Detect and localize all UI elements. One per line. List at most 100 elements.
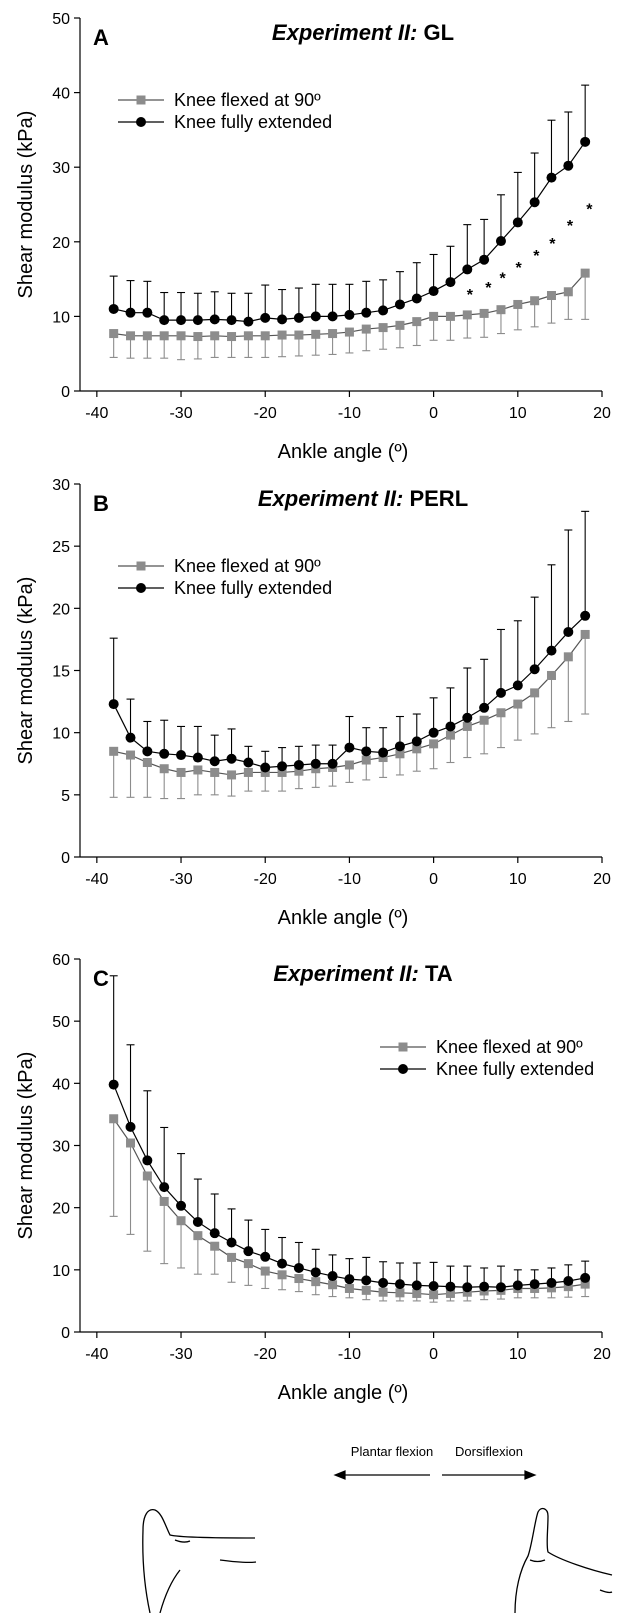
x-tick-label: 20 — [593, 871, 611, 888]
plantar-flexion-label: Plantar flexion — [351, 1444, 433, 1459]
error-bar — [530, 152, 539, 203]
marker — [530, 296, 540, 306]
error-bar — [480, 720, 489, 755]
marker — [344, 1283, 354, 1293]
significance-mark: * — [516, 260, 523, 277]
marker — [227, 1252, 237, 1262]
marker — [546, 291, 556, 301]
marker — [209, 1228, 220, 1239]
marker — [327, 1271, 338, 1282]
marker — [277, 761, 288, 772]
foot-plantar-sole — [219, 1559, 257, 1564]
marker — [395, 1288, 405, 1298]
marker — [394, 1279, 405, 1290]
error-bar — [227, 1208, 236, 1243]
error-bar — [261, 284, 270, 318]
legend-marker — [136, 561, 146, 571]
marker — [479, 1281, 490, 1292]
title-main: PERL — [409, 486, 468, 511]
error-bar — [345, 283, 354, 315]
marker — [580, 136, 591, 147]
marker — [395, 749, 405, 759]
marker — [243, 1259, 253, 1269]
error-bar — [547, 295, 556, 324]
marker — [495, 687, 506, 698]
error-bar — [379, 279, 388, 311]
marker — [563, 287, 573, 297]
marker — [479, 308, 489, 318]
marker — [546, 172, 557, 183]
marker — [529, 197, 540, 208]
marker — [227, 770, 237, 780]
error-bar — [513, 704, 522, 741]
error-bar — [463, 726, 472, 759]
x-tick-label: -40 — [85, 405, 108, 422]
error-bar — [581, 273, 590, 320]
error-bar — [446, 735, 455, 764]
marker — [344, 327, 354, 337]
marker — [445, 277, 456, 288]
y-tick-label: 0 — [61, 1325, 70, 1342]
x-axis-label: Ankle angle (º) — [278, 441, 409, 463]
marker — [159, 764, 169, 774]
error-bar — [480, 658, 489, 708]
title-main: GL — [424, 20, 455, 45]
marker — [327, 311, 338, 322]
marker — [192, 752, 203, 763]
marker — [412, 1288, 422, 1298]
marker — [126, 1138, 136, 1148]
error-bar — [496, 628, 505, 693]
x-tick-label: -20 — [254, 1346, 277, 1363]
y-tick-label: 5 — [61, 788, 70, 805]
x-tick-label: 20 — [593, 1346, 611, 1363]
error-bar — [395, 271, 404, 305]
x-tick-label: -40 — [85, 871, 108, 888]
x-tick-label: 20 — [593, 405, 611, 422]
significance-mark: * — [567, 218, 574, 235]
marker — [462, 264, 473, 275]
marker — [311, 329, 321, 339]
legend-marker — [136, 583, 146, 593]
marker — [142, 1155, 153, 1166]
y-tick-label: 20 — [52, 235, 70, 252]
marker — [109, 746, 119, 756]
marker — [142, 758, 152, 768]
error-bar — [109, 975, 118, 1085]
error-bar — [547, 119, 556, 178]
legend-label: Knee fully extended — [436, 1059, 594, 1079]
marker — [108, 699, 119, 710]
error-bar — [193, 1235, 202, 1275]
marker — [495, 1282, 506, 1293]
legend-label: Knee flexed at 90º — [436, 1037, 583, 1057]
error-bar — [412, 262, 421, 299]
marker — [226, 1237, 237, 1248]
legend-marker — [136, 95, 146, 105]
marker — [176, 767, 186, 777]
marker — [496, 708, 506, 718]
y-tick-label: 0 — [61, 384, 70, 401]
foot-plantar-heel — [159, 1569, 181, 1613]
marker — [395, 320, 405, 330]
marker — [192, 1216, 203, 1227]
error-bar — [160, 1201, 169, 1265]
error-bar — [109, 637, 118, 705]
error-bar — [446, 687, 455, 727]
x-tick-label: 0 — [429, 871, 438, 888]
marker — [378, 1287, 388, 1297]
x-tick-label: -30 — [169, 871, 192, 888]
marker — [310, 1267, 321, 1278]
error-bar — [160, 768, 169, 800]
y-tick-label: 30 — [52, 1139, 70, 1156]
x-tick-label: 10 — [509, 405, 527, 422]
y-tick-label: 40 — [52, 86, 70, 103]
marker — [142, 331, 152, 341]
title-prefix: Experiment II: — [272, 20, 417, 45]
marker — [142, 307, 153, 318]
marker — [293, 1262, 304, 1273]
marker — [394, 299, 405, 310]
x-tick-label: 0 — [429, 1346, 438, 1363]
marker — [193, 1231, 203, 1241]
marker — [243, 1246, 254, 1257]
marker — [546, 645, 557, 656]
marker — [496, 305, 506, 315]
